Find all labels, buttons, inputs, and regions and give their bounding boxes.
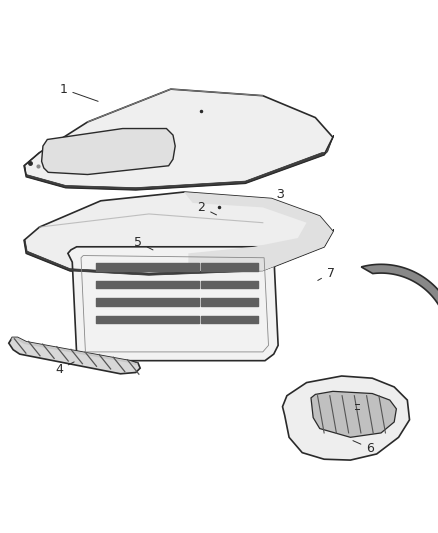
Text: 4: 4 [55,362,74,376]
Polygon shape [24,192,333,275]
Polygon shape [11,337,138,365]
Polygon shape [283,376,410,460]
Polygon shape [24,239,325,275]
Text: 7: 7 [318,266,335,280]
Polygon shape [361,264,438,316]
Polygon shape [9,337,140,374]
Text: 1: 1 [60,83,98,101]
Polygon shape [184,192,333,271]
Text: 6: 6 [353,441,374,455]
Polygon shape [24,89,333,190]
Polygon shape [324,229,334,247]
Text: 5: 5 [134,236,153,250]
Text: 2: 2 [198,201,216,215]
Text: 3: 3 [276,188,284,201]
Polygon shape [42,128,175,174]
Polygon shape [324,135,334,155]
Polygon shape [68,247,278,361]
Polygon shape [311,391,396,437]
Polygon shape [24,152,39,166]
Polygon shape [24,152,326,190]
